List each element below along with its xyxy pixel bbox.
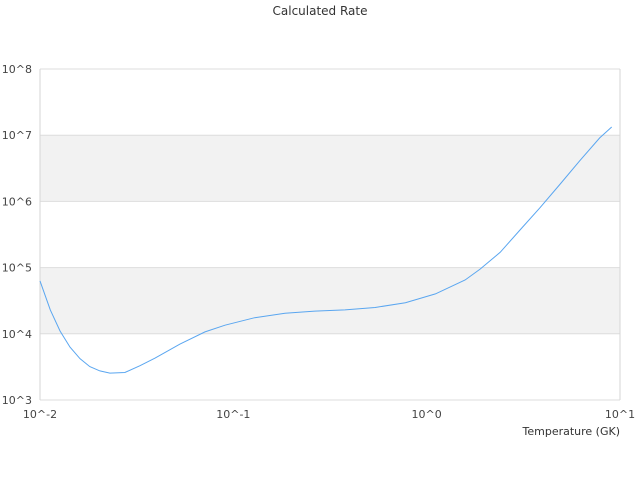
y-tick-label: 10^3 bbox=[2, 394, 32, 407]
x-tick-label: 10^1 bbox=[605, 408, 635, 421]
y-tick-label: 10^4 bbox=[2, 328, 32, 341]
y-tick-label: 10^7 bbox=[2, 129, 32, 142]
y-tick-label: 10^8 bbox=[2, 63, 32, 76]
x-tick-label: 10^0 bbox=[412, 408, 442, 421]
grid-band bbox=[40, 267, 620, 334]
chart-title: Calculated Rate bbox=[272, 4, 368, 18]
x-tick-label: 10^-2 bbox=[23, 408, 57, 421]
y-tick-label: 10^5 bbox=[2, 262, 32, 275]
grid-band bbox=[40, 135, 620, 202]
y-tick-label: 10^6 bbox=[2, 195, 32, 208]
rate-line bbox=[39, 126, 613, 374]
x-tick-label: 10^-1 bbox=[216, 408, 250, 421]
x-axis-label: Temperature (GK) bbox=[522, 425, 621, 438]
